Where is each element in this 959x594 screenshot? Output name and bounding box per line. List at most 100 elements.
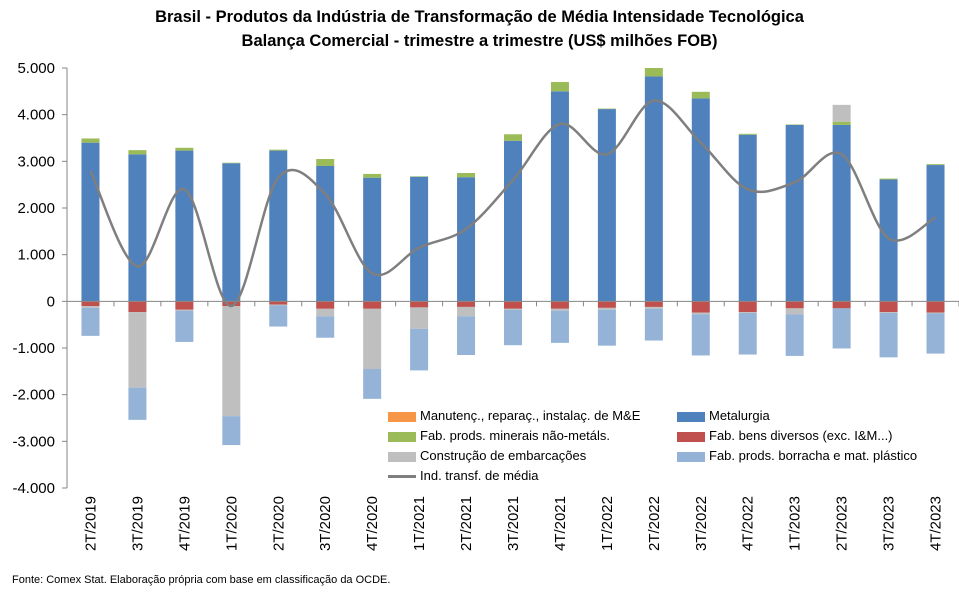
bar-segment: [597, 307, 616, 310]
bar-segment: [879, 301, 898, 313]
bar-segment: [644, 76, 663, 302]
bar-segment: [175, 147, 194, 151]
bar-segment: [175, 150, 194, 302]
bar-segment: [879, 179, 898, 302]
legend-swatch: [388, 451, 416, 462]
bar-segment: [363, 369, 382, 399]
y-tick-label: -3.000: [12, 433, 55, 450]
y-tick-label: -1.000: [12, 340, 55, 357]
legend-label: Fab. prods. minerais não-metáls.: [420, 428, 611, 443]
y-tick-label: 3.000: [17, 153, 55, 170]
bar-segment: [550, 301, 569, 309]
series-line-ind-transf-media: [89, 99, 937, 308]
x-tick-label: 1T/2020: [223, 496, 240, 551]
legend-swatch: [677, 411, 705, 422]
bar-segment: [691, 312, 710, 315]
bar-segment: [457, 173, 476, 178]
bar-segment: [832, 121, 851, 125]
y-tick-label: 2.000: [17, 200, 55, 217]
bar-segment: [597, 108, 616, 110]
legend-label: Ind. transf. de média: [420, 468, 539, 483]
bar-segment: [504, 134, 522, 141]
legend-item: Ind. transf. de média: [388, 468, 539, 484]
source-note: Fonte: Comex Stat. Elaboração própria co…: [12, 574, 391, 586]
bar-segment: [785, 301, 804, 309]
x-tick-label: 4T/2022: [740, 496, 757, 551]
bar-segment: [128, 154, 147, 302]
bar-segment: [926, 312, 945, 314]
bar-segment: [691, 98, 710, 302]
bar-segment: [175, 301, 194, 310]
y-tick-label: 4.000: [17, 107, 55, 124]
legend-swatch: [388, 431, 416, 442]
bar-segment: [926, 313, 945, 354]
bar-segment: [738, 312, 757, 313]
bar-segment: [879, 313, 898, 358]
bar-segment: [504, 308, 522, 310]
legend-item: Manutenç., reparaç., instalaç. de M&E: [388, 408, 640, 424]
legend-line-swatch: [388, 475, 416, 479]
bar-segment: [222, 163, 241, 302]
bar-segment: [128, 312, 147, 388]
bar-segment: [457, 301, 476, 307]
legend-item: Metalurgia: [677, 408, 770, 424]
bar-segment: [410, 176, 429, 302]
bar-segment: [879, 312, 898, 313]
bar-segment: [128, 387, 147, 420]
bar-segment: [738, 134, 757, 302]
bar-segment: [926, 164, 945, 166]
bar-segment: [81, 301, 100, 306]
bar-segment: [738, 301, 757, 313]
bar-segment: [504, 309, 522, 346]
bar-segment: [691, 301, 710, 313]
bar-segment: [457, 177, 476, 302]
bar-segment: [222, 162, 241, 164]
bar-segment: [644, 68, 663, 77]
bar-segment: [128, 301, 147, 313]
bar-segment: [363, 308, 382, 369]
legend-label: Metalurgia: [709, 408, 770, 423]
bar-segment: [222, 306, 241, 417]
bar-segment: [410, 176, 429, 177]
legend-item: Fab. prods. borracha e mat. plástico: [677, 448, 917, 464]
legend-label: Fab. prods. borracha e mat. plástico: [709, 448, 918, 463]
x-tick-label: 3T/2021: [505, 496, 522, 551]
bar-segment: [175, 310, 194, 342]
chart-title-line1: Brasil - Produtos da Indústria de Transf…: [155, 8, 804, 26]
legend-swatch: [677, 431, 705, 442]
bar-segment: [832, 301, 851, 309]
bar-segment: [363, 177, 382, 302]
bar-segment: [597, 309, 616, 346]
bar-segment: [81, 306, 100, 308]
bar-segment: [832, 124, 851, 302]
x-tick-label: 4T/2020: [364, 496, 381, 551]
x-tick-label: 2T/2021: [458, 496, 475, 551]
x-tick-label: 3T/2023: [881, 496, 898, 551]
bar-segment: [644, 306, 663, 309]
bar-segment: [926, 301, 945, 313]
y-tick-label: 1.000: [17, 247, 55, 264]
bar-segment: [363, 301, 382, 309]
bar-segment: [363, 173, 382, 178]
x-tick-label: 3T/2022: [693, 496, 710, 551]
bar-segment: [81, 138, 100, 143]
bar-segment: [738, 313, 757, 355]
legend-item: Fab. prods. minerais não-metáls.: [388, 428, 610, 444]
bar-segment: [504, 140, 522, 302]
bar-segment: [410, 301, 429, 308]
bar-segment: [222, 301, 241, 306]
bar-segment: [316, 308, 335, 317]
x-tick-label: 2T/2023: [834, 496, 851, 551]
legend-swatch: [677, 451, 705, 462]
bar-segment: [832, 104, 851, 122]
bar-segment: [316, 301, 335, 309]
x-tick-label: 2T/2020: [270, 496, 287, 551]
bar-segment: [785, 124, 804, 302]
bar-segment: [550, 310, 569, 343]
bar-segment: [644, 308, 663, 341]
legend-label: Construção de embarcações: [420, 448, 587, 463]
bar-segment: [316, 316, 335, 338]
bar-segment: [785, 124, 804, 125]
x-tick-label: 2T/2019: [82, 496, 99, 551]
